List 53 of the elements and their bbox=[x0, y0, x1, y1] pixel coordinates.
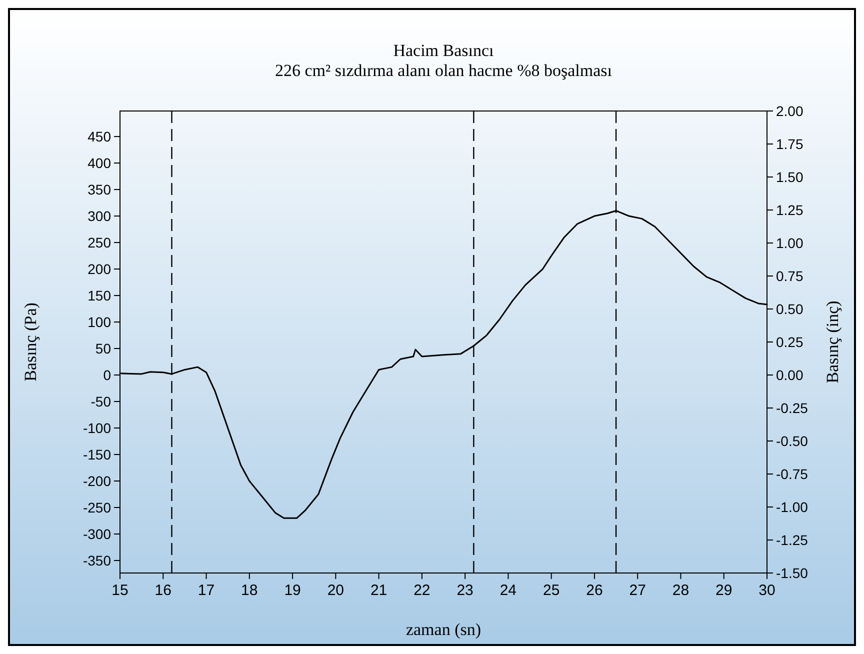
x-tick-label: 24 bbox=[500, 582, 517, 599]
y2-tick-label: 1.50 bbox=[776, 169, 804, 185]
y-tick-label: 400 bbox=[88, 155, 112, 172]
y2-tick-label: 0.75 bbox=[776, 268, 804, 284]
y-tick-label: 200 bbox=[88, 261, 112, 278]
y2-tick-label: 0.25 bbox=[776, 334, 804, 350]
x-tick-label: 17 bbox=[198, 582, 215, 599]
y2-tick-label: -1.50 bbox=[776, 565, 808, 581]
x-tick-label: 25 bbox=[542, 582, 560, 599]
y-tick-label: -100 bbox=[82, 420, 112, 436]
x-tick-label: 21 bbox=[370, 582, 388, 599]
y2-tick-label: 1.00 bbox=[776, 235, 804, 251]
y2-tick-label: -0.75 bbox=[776, 466, 808, 482]
y-tick-label: -150 bbox=[82, 446, 112, 463]
y-tick-label: -250 bbox=[82, 500, 112, 516]
y-tick-label: -300 bbox=[82, 526, 112, 542]
x-tick-label: 29 bbox=[716, 582, 732, 599]
chart-title: Hacim Basıncı bbox=[393, 41, 494, 60]
y-tick-label: 450 bbox=[88, 128, 112, 145]
y2-tick-label: 1.25 bbox=[776, 202, 804, 218]
y2-axis-title: Basınç (inç) bbox=[823, 300, 842, 384]
y-tick-label: 0 bbox=[103, 367, 112, 384]
x-tick-label: 20 bbox=[327, 582, 344, 599]
y2-tick-label: 0.00 bbox=[776, 367, 804, 383]
x-tick-label: 16 bbox=[154, 582, 172, 599]
y-tick-label: 300 bbox=[88, 208, 112, 224]
x-tick-label: 23 bbox=[456, 582, 474, 599]
y-tick-label: 50 bbox=[95, 340, 112, 357]
y-tick-label: -200 bbox=[82, 473, 112, 490]
x-axis-title: zaman (sn) bbox=[406, 620, 482, 639]
chart-subtitle: 226 cm² sızdırma alanı olan hacme %8 boşalması bbox=[275, 61, 612, 80]
x-tick-label: 22 bbox=[414, 582, 430, 599]
y-tick-label: -50 bbox=[90, 394, 112, 410]
y2-tick-label: 0.50 bbox=[776, 301, 804, 317]
y-tick-label: 350 bbox=[88, 182, 112, 198]
y-tick-label: -350 bbox=[82, 552, 112, 568]
x-tick-label: 18 bbox=[241, 582, 258, 599]
y2-tick-label: 1.75 bbox=[776, 136, 804, 152]
y2-tick-label: -1.25 bbox=[776, 532, 808, 548]
y2-tick-label: -0.25 bbox=[776, 400, 808, 416]
y-tick-label: 150 bbox=[88, 288, 112, 304]
x-tick-label: 28 bbox=[672, 582, 690, 599]
x-tick-label: 19 bbox=[284, 582, 301, 599]
x-tick-label: 30 bbox=[758, 582, 776, 599]
y2-tick-label: -0.50 bbox=[776, 433, 808, 449]
y-tick-label: 100 bbox=[88, 314, 112, 330]
x-tick-label: 26 bbox=[586, 582, 603, 599]
x-tick-label: 27 bbox=[629, 582, 646, 599]
x-tick-label: 15 bbox=[112, 582, 128, 599]
y2-tick-label: -1.00 bbox=[776, 499, 808, 515]
y-tick-label: 250 bbox=[88, 234, 112, 251]
y-axis-title: Basınç (Pa) bbox=[21, 302, 40, 382]
y2-tick-label: 2.00 bbox=[776, 103, 804, 119]
